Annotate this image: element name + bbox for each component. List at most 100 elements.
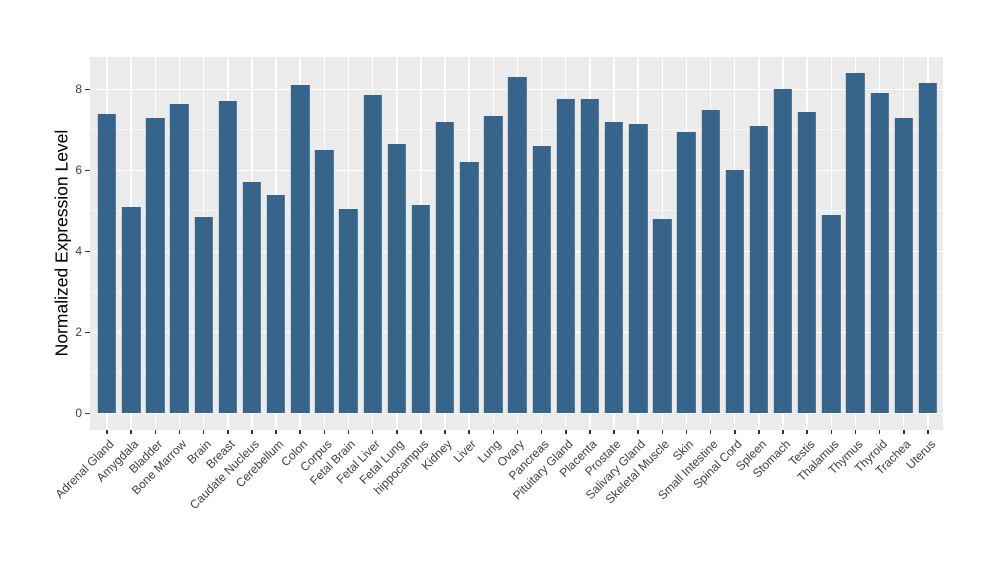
- x-tick-mark: [323, 430, 326, 434]
- bar-slot: [723, 57, 747, 430]
- bar-slot: [505, 57, 529, 430]
- bar-slot: [602, 57, 626, 430]
- bar-slot: [481, 57, 505, 430]
- bar-slot: [699, 57, 723, 430]
- bar-fetal-lung: [387, 144, 406, 414]
- x-tick-mark: [565, 430, 567, 434]
- bar-colon: [291, 85, 310, 414]
- y-tick-mark: [85, 412, 90, 415]
- bar-breast: [218, 101, 237, 414]
- bar-bone-marrow: [170, 103, 189, 414]
- x-tick-mark: [106, 430, 108, 434]
- x-tick-mark: [758, 430, 760, 434]
- bar-caudate-nucleus: [242, 182, 262, 414]
- bar-slot: [892, 57, 916, 430]
- y-tick-label: 4: [75, 244, 82, 259]
- bar-placenta: [580, 99, 600, 414]
- bar-slot: [795, 57, 819, 430]
- bar-slot: [554, 57, 578, 430]
- bar-ovary: [508, 77, 527, 414]
- bar-slot: [95, 57, 119, 430]
- x-tick-mark: [734, 430, 736, 434]
- bar-testis: [797, 111, 817, 414]
- x-tick-mark: [444, 430, 446, 434]
- bar-trachea: [894, 117, 913, 414]
- x-tick-mark: [540, 430, 543, 434]
- bar-slot: [626, 57, 650, 430]
- x-tick-mark: [589, 430, 591, 434]
- bar-skin: [677, 131, 696, 414]
- bar-slot: [288, 57, 312, 430]
- major-gridline: [90, 412, 943, 415]
- bar-brain: [194, 216, 213, 414]
- x-tick-mark: [685, 430, 688, 434]
- y-tick-mark: [85, 169, 90, 172]
- bar-slot: [312, 57, 336, 430]
- bar-slot: [650, 57, 674, 430]
- x-tick-mark: [782, 430, 784, 434]
- bar-slot: [457, 57, 481, 430]
- y-tick-label: 8: [75, 82, 82, 97]
- x-tick-mark: [396, 430, 398, 434]
- bar-slot: [143, 57, 167, 430]
- x-tick-mark: [637, 430, 639, 434]
- bar-slot: [264, 57, 288, 430]
- x-tick-mark: [806, 430, 808, 434]
- x-tick-mark: [927, 430, 929, 434]
- y-tick-mark: [85, 88, 90, 91]
- bar-cerebellum: [266, 194, 286, 414]
- x-tick-mark: [903, 430, 905, 434]
- bar-fetal-liver: [363, 95, 382, 414]
- bar-thymus: [846, 73, 865, 414]
- bar-slot: [674, 57, 698, 430]
- bar-spinal-cord: [725, 170, 744, 414]
- bar-slot: [747, 57, 771, 430]
- y-tick-label: 2: [75, 325, 82, 340]
- x-tick-mark: [613, 430, 615, 434]
- bar-adrenal-gland: [97, 113, 117, 414]
- bar-spleen: [749, 125, 769, 414]
- bar-pancreas: [532, 146, 551, 414]
- y-tick-mark: [85, 331, 90, 334]
- bar-slot: [409, 57, 433, 430]
- bar-slot: [216, 57, 240, 430]
- bar-slot: [868, 57, 892, 430]
- bar-slot: [385, 57, 409, 430]
- x-tick-label: Liver: [450, 437, 480, 466]
- bar-slot: [843, 57, 867, 430]
- bar-amygdala: [122, 206, 141, 414]
- plot-panel: [90, 57, 943, 430]
- bar-hippocampus: [411, 204, 431, 414]
- bar-slot: [240, 57, 264, 430]
- bar-slot: [433, 57, 457, 430]
- x-tick-mark: [468, 430, 470, 434]
- y-tick-label: 0: [75, 406, 82, 421]
- bar-slot: [119, 57, 143, 430]
- bar-corpus: [315, 150, 334, 414]
- bar-slot: [167, 57, 191, 430]
- bar-slot: [578, 57, 602, 430]
- x-tick-mark: [227, 430, 229, 434]
- bar-slot: [192, 57, 216, 430]
- y-tick-label: 6: [75, 163, 82, 178]
- bar-liver: [460, 162, 479, 414]
- x-tick-mark: [709, 430, 712, 434]
- bar-slot: [819, 57, 843, 430]
- x-tick-mark: [878, 430, 881, 434]
- bar-slot: [336, 57, 360, 430]
- x-tick-mark: [275, 430, 277, 434]
- bar-kidney: [435, 121, 455, 414]
- bars-container: [90, 57, 943, 430]
- bar-pituitary-gland: [556, 99, 575, 414]
- bar-thalamus: [822, 214, 841, 414]
- bar-lung: [484, 115, 503, 414]
- bar-bladder: [146, 117, 165, 414]
- bar-slot: [771, 57, 795, 430]
- bar-small-intestine: [701, 109, 720, 414]
- bar-salivary-gland: [628, 123, 648, 414]
- bar-prostate: [604, 121, 624, 414]
- bar-thyroid: [870, 93, 889, 414]
- x-tick-mark: [299, 430, 301, 434]
- x-tick-mark: [371, 430, 374, 434]
